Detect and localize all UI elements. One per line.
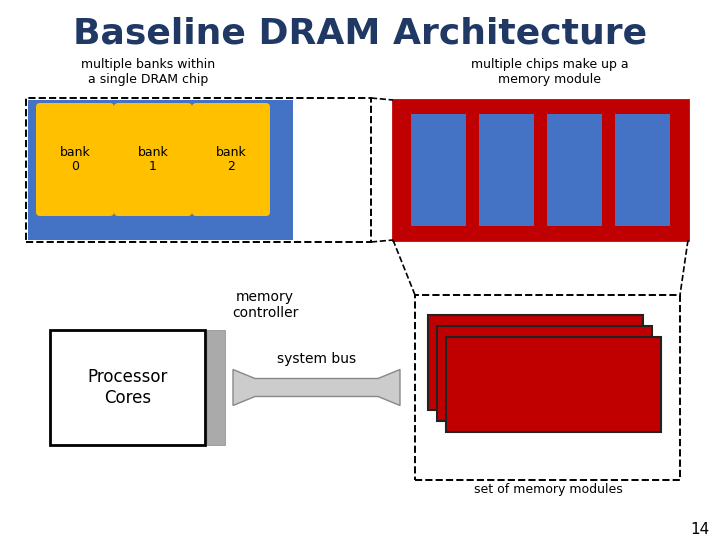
Bar [446,337,661,432]
Bar [28,100,293,240]
Text: system bus: system bus [277,353,356,367]
Bar [615,114,670,226]
Text: Processor
Cores: Processor Cores [87,368,168,407]
Text: Baseline DRAM Architecture: Baseline DRAM Architecture [73,16,647,50]
Text: set of memory modules: set of memory modules [474,483,622,496]
FancyBboxPatch shape [36,103,114,216]
FancyBboxPatch shape [114,103,192,216]
Bar [428,315,643,410]
Bar [415,295,680,480]
Bar [50,330,205,445]
Text: 14: 14 [690,523,710,537]
FancyBboxPatch shape [192,103,270,216]
Text: multiple banks within
a single DRAM chip: multiple banks within a single DRAM chip [81,58,215,86]
Text: bank
0: bank 0 [60,145,91,173]
Bar [479,114,534,226]
Bar [393,100,688,240]
Text: memory
controller: memory controller [232,290,298,320]
Bar [411,114,466,226]
Polygon shape [233,369,400,406]
Text: bank
1: bank 1 [138,145,168,173]
Text: multiple chips make up a
memory module: multiple chips make up a memory module [471,58,629,86]
Bar [207,330,225,445]
Bar [547,114,602,226]
Bar [26,98,371,242]
Bar [437,326,652,421]
Text: bank
2: bank 2 [215,145,246,173]
